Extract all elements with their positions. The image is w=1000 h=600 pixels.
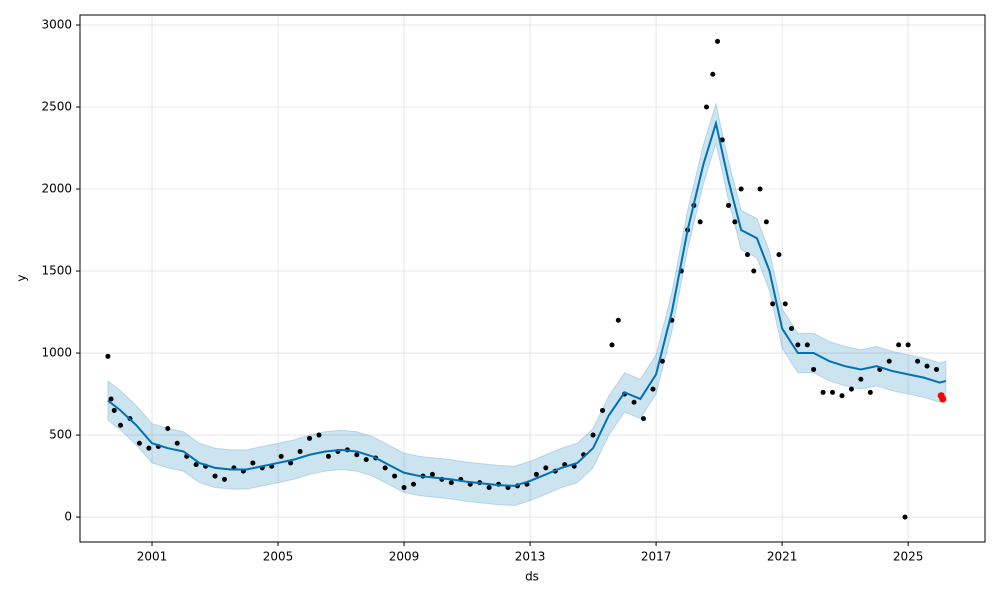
y-axis-label: y	[15, 274, 29, 281]
y-tick-label: 1500	[41, 264, 72, 278]
observed-point	[193, 462, 199, 468]
x-tick-label: 2009	[389, 550, 420, 564]
observed-point	[839, 393, 845, 399]
observed-point	[650, 386, 656, 392]
observed-point	[933, 366, 939, 372]
observed-point	[533, 471, 539, 477]
forecast-line	[107, 119, 947, 487]
observed-point	[221, 476, 227, 482]
observed-point	[146, 445, 152, 451]
y-tick-label: 2500	[41, 100, 72, 114]
observed-point	[867, 389, 873, 395]
x-axis-label: ds	[525, 570, 539, 584]
observed-point	[118, 422, 124, 428]
observed-point	[776, 252, 782, 258]
uncertainty-band	[107, 101, 947, 507]
observed-point	[744, 252, 750, 258]
observed-point	[411, 481, 417, 487]
observed-point	[820, 389, 826, 395]
y-tick-label: 0	[64, 510, 72, 524]
observed-point	[609, 342, 615, 348]
observed-point	[770, 301, 776, 307]
observed-point	[297, 448, 303, 454]
observed-point	[278, 453, 284, 459]
observed-point	[640, 416, 646, 422]
observed-point	[757, 186, 763, 192]
observed-point	[726, 202, 732, 208]
observed-point	[710, 71, 716, 77]
observed-point	[830, 389, 836, 395]
observed-point	[590, 432, 596, 438]
observed-point	[382, 465, 388, 471]
x-tick-label: 2025	[893, 550, 924, 564]
observed-point	[486, 485, 492, 491]
observed-point	[738, 186, 744, 192]
observed-point	[288, 460, 294, 466]
y-tick-label: 500	[49, 428, 72, 442]
observed-point	[902, 514, 908, 520]
observed-point	[915, 358, 921, 364]
x-tick-label: 2021	[767, 550, 798, 564]
observed-point	[789, 325, 795, 331]
x-tick-label: 2001	[137, 550, 168, 564]
observed-point	[763, 219, 769, 225]
observed-point	[316, 432, 322, 438]
observed-point	[543, 465, 549, 471]
observed-point	[896, 342, 902, 348]
observed-point	[886, 358, 892, 364]
observed-point	[325, 453, 331, 459]
observed-point	[631, 399, 637, 405]
observed-point	[111, 407, 117, 413]
observed-point	[715, 38, 721, 44]
observed-point	[600, 407, 606, 413]
observed-point	[448, 480, 454, 486]
observed-point	[212, 473, 218, 479]
observed-point	[136, 440, 142, 446]
observed-point	[105, 353, 111, 359]
observed-point	[924, 363, 930, 369]
observed-point	[905, 342, 911, 348]
observed-point	[392, 473, 398, 479]
observed-point	[165, 425, 171, 431]
observed-point	[659, 358, 665, 364]
observed-point	[782, 301, 788, 307]
observed-point	[719, 137, 725, 143]
observed-point	[732, 219, 738, 225]
observed-point	[703, 104, 709, 110]
observed-point	[697, 219, 703, 225]
observed-point	[108, 396, 114, 402]
x-tick-label: 2017	[641, 550, 672, 564]
observed-point	[250, 460, 256, 466]
axes-frame	[79, 14, 986, 543]
y-tick-label: 3000	[41, 18, 72, 32]
y-tick-label: 1000	[41, 346, 72, 360]
observed-point	[858, 376, 864, 382]
observed-point	[848, 386, 854, 392]
x-tick-label: 2013	[515, 550, 546, 564]
plot-area	[80, 15, 985, 542]
observed-point	[307, 435, 313, 441]
observed-point	[804, 342, 810, 348]
observed-point	[811, 366, 817, 372]
observed-point	[174, 440, 180, 446]
observed-point	[363, 457, 369, 463]
observed-point	[354, 452, 360, 458]
observed-point	[401, 485, 407, 491]
observed-point	[429, 471, 435, 477]
future-point	[939, 395, 947, 403]
observed-point	[751, 268, 757, 274]
observed-point	[795, 342, 801, 348]
x-tick-label: 2005	[263, 550, 294, 564]
observed-point	[615, 317, 621, 323]
y-tick-label: 2000	[41, 182, 72, 196]
